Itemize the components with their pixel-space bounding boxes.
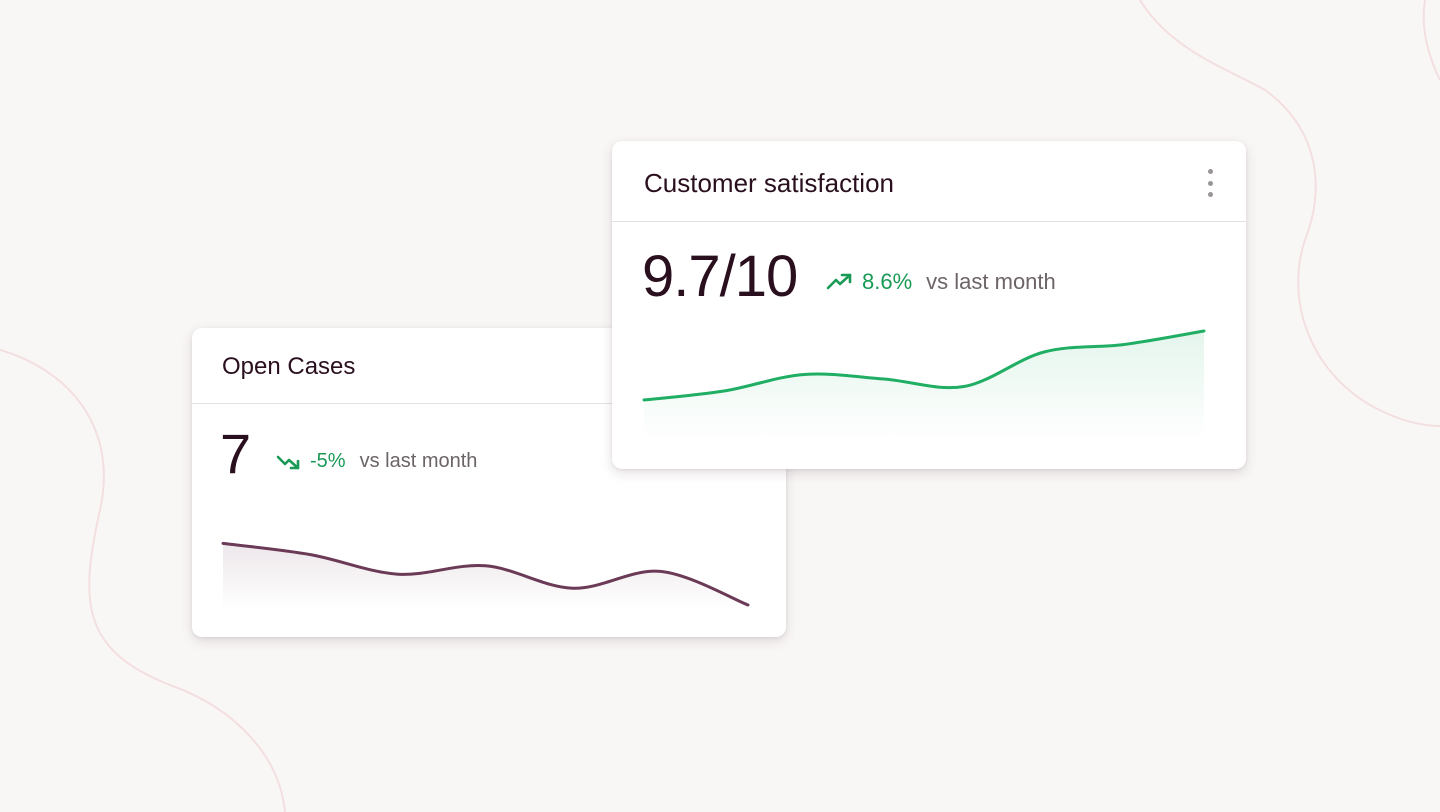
customer-satisfaction-card: Customer satisfaction 9.7/10 8.6% vs las… xyxy=(612,141,1246,469)
comparison-label: vs last month xyxy=(359,450,478,472)
trending-down-icon xyxy=(276,455,300,469)
trending-up-icon xyxy=(826,273,852,290)
delta-percent: 8.6% xyxy=(862,269,913,294)
sparkline-line xyxy=(642,329,1206,402)
metric-value: 9.7/10 xyxy=(642,244,798,309)
customer-satisfaction-sparkline xyxy=(642,329,1206,441)
card-title: Customer satisfaction xyxy=(644,168,894,198)
metric-value: 7 xyxy=(220,422,251,485)
delta-indicator: -5% vs last month xyxy=(276,450,477,473)
delta-percent: -5% xyxy=(310,450,346,472)
card-header: Customer satisfaction xyxy=(612,141,1246,222)
sparkline-line xyxy=(221,541,750,607)
comparison-label: vs last month xyxy=(926,269,1056,294)
card-title: Open Cases xyxy=(222,353,356,380)
delta-indicator: 8.6% vs last month xyxy=(826,269,1056,295)
sparkline-area xyxy=(223,543,748,610)
card-header: Open Cases xyxy=(192,328,786,404)
more-vertical-icon[interactable] xyxy=(1202,169,1218,197)
open-cases-sparkline xyxy=(221,541,750,610)
